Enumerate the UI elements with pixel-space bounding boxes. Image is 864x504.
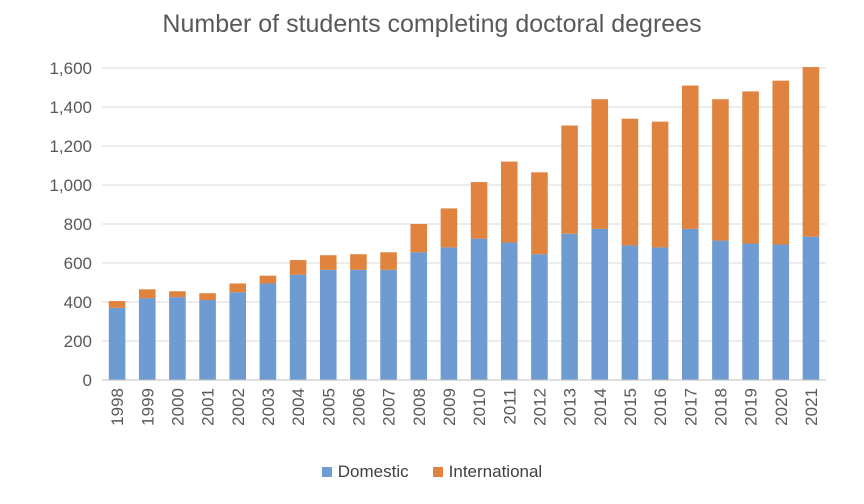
bar-domestic-2011 xyxy=(500,242,518,380)
bar-international-1999 xyxy=(138,289,156,299)
bar-domestic-2010 xyxy=(470,238,488,380)
bar-domestic-2008 xyxy=(410,252,428,380)
x-tick-label-1998: 1998 xyxy=(108,388,127,426)
bar-international-2004 xyxy=(289,260,307,275)
y-tick-label-1600: 1,600 xyxy=(49,59,92,78)
bar-international-2000 xyxy=(169,291,186,298)
bar-domestic-2004 xyxy=(289,274,307,380)
bar-domestic-2015 xyxy=(621,245,639,380)
bar-domestic-2021 xyxy=(802,236,820,380)
legend-label-domestic: Domestic xyxy=(337,462,409,481)
chart-title: Number of students completing doctoral d… xyxy=(162,10,702,38)
bar-international-2011 xyxy=(500,161,518,243)
x-tick-label-2013: 2013 xyxy=(561,388,580,426)
bar-international-2019 xyxy=(742,91,759,244)
x-tick-label-2018: 2018 xyxy=(711,388,730,426)
bar-international-2007 xyxy=(380,252,397,270)
y-tick-label-600: 600 xyxy=(64,254,92,273)
bar-domestic-2000 xyxy=(169,297,186,380)
x-tick-label-2019: 2019 xyxy=(742,388,761,426)
bar-domestic-2001 xyxy=(199,300,216,380)
x-tick-label-2012: 2012 xyxy=(530,388,549,426)
x-tick-label-2020: 2020 xyxy=(772,388,791,426)
bar-international-2015 xyxy=(621,118,639,246)
bars xyxy=(108,67,820,380)
legend-swatch-international xyxy=(432,467,443,477)
bar-international-1998 xyxy=(108,301,126,308)
bar-domestic-2003 xyxy=(259,283,277,380)
x-tick-label-2006: 2006 xyxy=(349,388,368,426)
bar-international-2002 xyxy=(229,283,247,293)
x-tick-label-2000: 2000 xyxy=(168,388,187,426)
bar-international-2021 xyxy=(802,67,820,237)
bar-domestic-2005 xyxy=(319,269,337,380)
y-tick-label-1400: 1,400 xyxy=(49,98,92,117)
legend-item-domestic: Domestic xyxy=(321,462,409,482)
bar-domestic-2007 xyxy=(380,269,397,380)
bar-domestic-2012 xyxy=(531,254,548,380)
x-tick-label-2016: 2016 xyxy=(651,388,670,426)
legend: Domestic International xyxy=(0,462,864,482)
bar-international-2017 xyxy=(681,85,699,229)
bar-international-2018 xyxy=(712,99,729,241)
bar-international-2006 xyxy=(350,254,367,270)
x-tick-label-2010: 2010 xyxy=(470,388,489,426)
y-tick-label-400: 400 xyxy=(64,293,92,312)
legend-item-international: International xyxy=(432,462,543,482)
bar-international-2008 xyxy=(410,224,428,253)
bar-domestic-2002 xyxy=(229,292,247,380)
x-tick-label-2005: 2005 xyxy=(319,388,338,426)
bar-domestic-2006 xyxy=(350,269,367,380)
bar-domestic-2016 xyxy=(651,247,669,380)
bar-international-2014 xyxy=(591,99,609,229)
bar-international-2020 xyxy=(772,80,790,245)
x-tick-label-2008: 2008 xyxy=(410,388,429,426)
legend-swatch-domestic xyxy=(321,467,332,477)
bar-international-2009 xyxy=(440,208,458,248)
bar-domestic-2013 xyxy=(561,233,578,380)
x-tick-label-1999: 1999 xyxy=(138,388,157,426)
bar-international-2016 xyxy=(651,121,669,248)
x-tick-label-2007: 2007 xyxy=(380,388,399,426)
x-tick-label-2004: 2004 xyxy=(289,388,308,426)
x-tick-label-2017: 2017 xyxy=(681,388,700,426)
y-tick-label-200: 200 xyxy=(64,332,92,351)
x-tick-label-2015: 2015 xyxy=(621,388,640,426)
legend-label-international: International xyxy=(448,462,543,481)
bar-domestic-1998 xyxy=(108,307,126,380)
x-axis-ticks: 1998 1999 2000 2001 2002 2003 2004 2005 2006 2007… xyxy=(108,388,821,426)
y-axis-ticks: 0 200 400 600 800 1,000 1,200 1,400 1,600 xyxy=(49,59,92,390)
x-tick-label-2014: 2014 xyxy=(591,388,610,426)
y-tick-label-800: 800 xyxy=(64,215,92,234)
bar-domestic-2020 xyxy=(772,244,790,380)
bar-domestic-2009 xyxy=(440,247,458,380)
bar-international-2010 xyxy=(470,182,488,239)
x-tick-label-2011: 2011 xyxy=(500,388,519,425)
x-tick-label-2021: 2021 xyxy=(802,388,821,426)
x-tick-label-2003: 2003 xyxy=(259,388,278,426)
bar-international-2003 xyxy=(259,275,277,284)
x-tick-label-2001: 2001 xyxy=(199,388,218,426)
bar-domestic-2018 xyxy=(712,240,729,380)
y-tick-label-1000: 1,000 xyxy=(49,176,92,195)
bar-domestic-2019 xyxy=(742,243,759,380)
x-tick-label-2009: 2009 xyxy=(440,388,459,426)
y-tick-label-0: 0 xyxy=(83,371,92,390)
bar-domestic-2017 xyxy=(681,228,699,380)
bar-international-2013 xyxy=(561,125,578,234)
bar-international-2005 xyxy=(319,255,337,270)
x-tick-label-2002: 2002 xyxy=(229,388,248,426)
gridlines xyxy=(102,67,826,342)
bar-international-2012 xyxy=(531,172,548,255)
bar-international-2001 xyxy=(199,293,216,301)
bar-domestic-2014 xyxy=(591,228,609,380)
y-tick-label-1200: 1,200 xyxy=(49,137,92,156)
bar-domestic-1999 xyxy=(138,298,156,380)
